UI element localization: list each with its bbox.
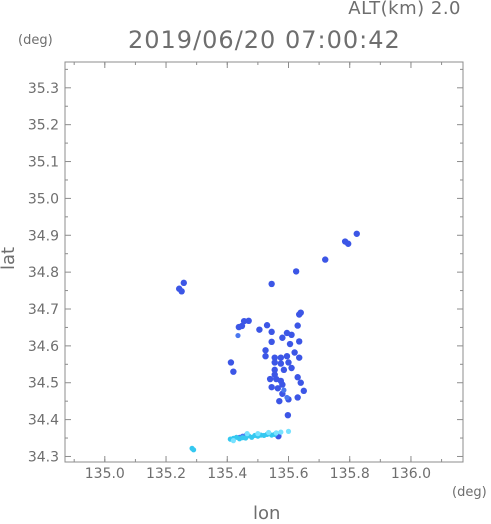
echo-point	[230, 368, 237, 375]
y-tick-label: 34.6	[28, 339, 59, 355]
echo-point	[263, 322, 271, 329]
echo-point	[279, 381, 286, 388]
x-tick-label: 136.0	[391, 466, 431, 482]
altitude-label: ALT(km) 2.0	[348, 0, 461, 19]
plot-border	[64, 61, 464, 463]
echo-point	[262, 347, 269, 354]
echo-point	[178, 288, 185, 295]
echo-point	[294, 394, 301, 401]
echo-point	[190, 447, 197, 453]
x-axis-label: lon	[253, 503, 281, 524]
echo-point	[240, 317, 248, 325]
y-tick-label: 34.4	[28, 413, 59, 429]
echo-point	[255, 431, 261, 437]
x-tick-label: 135.4	[207, 466, 247, 482]
y-tick-label: 35.1	[28, 155, 59, 171]
echo-point	[268, 280, 275, 288]
echo-point	[271, 354, 278, 361]
data-points	[175, 230, 360, 453]
echo-point	[273, 430, 279, 436]
echo-point	[353, 230, 360, 237]
echo-point	[235, 332, 241, 339]
echo-point	[322, 256, 329, 263]
y-tick-label: 34.8	[28, 265, 59, 281]
echo-point	[256, 326, 263, 333]
echo-point	[268, 328, 275, 336]
echo-point	[296, 354, 303, 361]
echo-point	[294, 374, 301, 381]
y-tick-label: 35.2	[28, 118, 59, 134]
echo-point	[266, 375, 274, 383]
echo-point	[297, 379, 304, 386]
plot-frame	[64, 61, 464, 463]
axis-ticks: 135.0 135.2 135.4 135.6 135.8 136.0 34.3 34.4 34…	[28, 62, 463, 482]
echo-point	[286, 340, 294, 348]
x-tick-label: 135.8	[330, 466, 370, 482]
chart-datetime: 2019/06/20 07:00:42	[128, 26, 401, 54]
x-tick-label: 135.0	[85, 466, 125, 482]
echo-point	[294, 322, 301, 329]
echo-point	[271, 366, 278, 374]
echo-point	[288, 331, 295, 339]
x-unit-label: (deg)	[452, 485, 487, 500]
y-tick-label: 35.3	[28, 81, 59, 97]
y-tick-label: 34.5	[28, 376, 59, 392]
echo-point	[285, 428, 292, 435]
echo-point	[245, 317, 252, 325]
y-axis-label: lat	[0, 246, 20, 271]
echo-point	[180, 279, 187, 287]
echo-point	[277, 354, 285, 361]
echo-point	[235, 323, 243, 331]
echo-point	[278, 429, 284, 435]
echo-point	[292, 268, 300, 275]
x-tick-label: 135.6	[268, 466, 308, 482]
echo-point	[296, 338, 303, 345]
echo-point	[227, 359, 235, 366]
echo-point	[344, 240, 352, 247]
y-tick-label: 34.7	[28, 302, 59, 318]
echo-point	[297, 309, 304, 316]
echo-point	[268, 383, 275, 391]
y-tick-label: 34.9	[28, 228, 59, 244]
echo-point	[291, 349, 298, 356]
echo-point	[271, 359, 278, 366]
echo-point	[281, 387, 287, 393]
echo-point	[284, 411, 292, 419]
echo-point	[262, 352, 269, 360]
y-tick-label: 34.3	[28, 449, 59, 465]
echo-point	[284, 394, 290, 401]
echo-point	[265, 429, 272, 436]
echo-point	[300, 387, 307, 395]
echo-point	[280, 366, 288, 374]
echo-point	[230, 438, 236, 444]
echo-point	[274, 385, 281, 392]
y-tick-label: 35.0	[28, 191, 59, 207]
echo-point	[279, 334, 286, 341]
echo-point	[288, 364, 295, 372]
x-tick-label: 135.2	[146, 466, 186, 482]
echo-point	[277, 360, 285, 367]
echo-point	[285, 359, 292, 366]
y-unit-label: (deg)	[18, 33, 53, 48]
echo-point	[283, 352, 291, 360]
echo-point	[268, 338, 275, 346]
echo-point	[276, 397, 283, 405]
echo-point	[244, 431, 250, 437]
